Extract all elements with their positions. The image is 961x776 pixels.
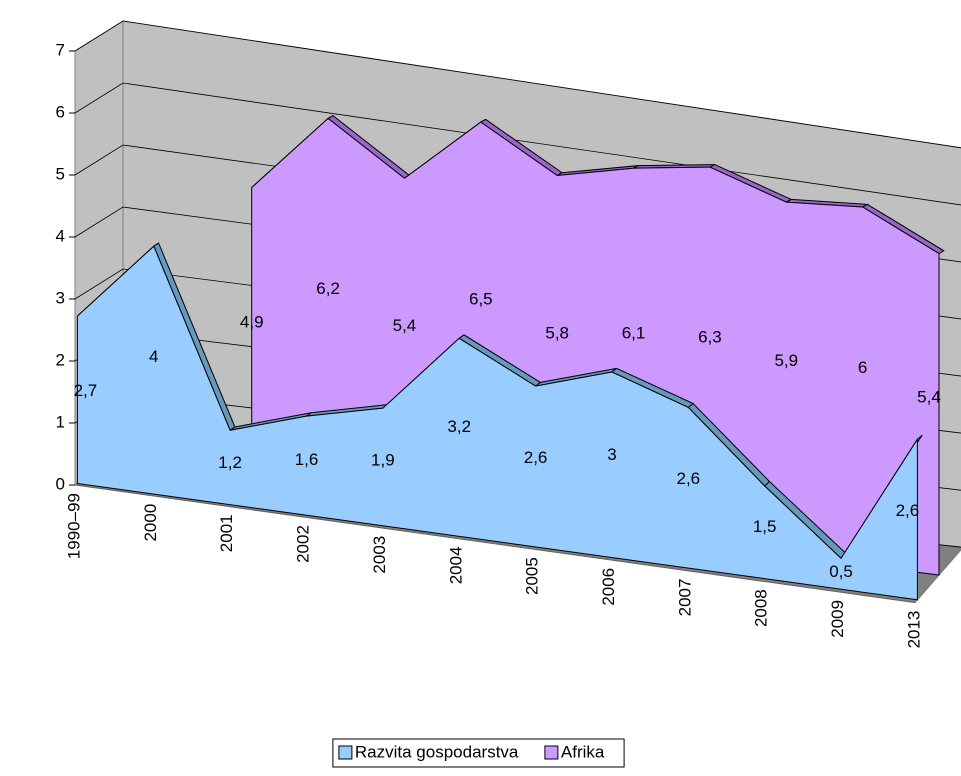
y-tick-label: 0 [56,474,65,493]
y-tick-label: 1 [56,412,65,431]
data-label: 2,6 [896,501,920,520]
data-label: 6,1 [622,324,646,343]
data-label: 1,9 [371,451,395,470]
data-label: 1,6 [295,450,319,469]
grid-line [74,20,961,149]
x-tick-label: 2004 [446,546,465,584]
x-tick-label: 2006 [599,568,618,606]
data-label: 5,4 [917,388,941,407]
data-label: 6,2 [316,279,340,298]
area [76,245,918,601]
x-tick-label: 2003 [370,536,389,574]
x-tick-label: 2005 [523,557,542,595]
data-label: 4 [149,347,158,366]
data-label: 6 [858,358,867,377]
legend: Razvita gospodarstva Afrika [332,738,625,768]
x-tick-label: 1990–99 [64,493,83,559]
x-tick-label: 2007 [675,579,694,617]
y-tick-label: 5 [56,164,65,183]
legend-swatch [544,745,559,760]
data-label: 2,6 [524,448,548,467]
data-label: 3,2 [447,417,471,436]
x-tick-label: 2008 [752,589,771,627]
y-tick-label: 4 [56,226,65,245]
data-label: 1,2 [218,453,242,472]
x-tick-label: 2009 [828,600,847,638]
y-tick-label: 6 [56,102,65,121]
data-label: 0,5 [829,562,853,581]
x-tick-label: 2002 [294,525,313,563]
x-tick-label: 2000 [141,504,160,542]
data-label: 2,6 [676,469,700,488]
y-tick-label: 2 [56,350,65,369]
data-label: 1,5 [753,517,777,536]
y-tick-label: 7 [56,40,65,59]
data-label: 5,8 [545,323,569,342]
data-label: 3 [607,445,616,464]
data-label: 6,5 [469,290,493,309]
legend-label: Razvita gospodarstva [355,742,519,761]
legend-swatch [338,745,353,760]
x-tick-label: 2001 [217,514,236,552]
data-label: 2,7 [74,381,98,400]
grid-line [74,82,961,206]
legend-label: Afrika [561,742,605,761]
x-tick-label: 2013 [904,611,923,649]
y-tick-label: 3 [56,288,65,307]
data-label: 6,3 [698,327,722,346]
data-label: 5,4 [393,316,417,335]
data-label: 4,9 [240,313,264,332]
legend-frame [332,738,625,768]
data-label: 5,9 [774,351,798,370]
